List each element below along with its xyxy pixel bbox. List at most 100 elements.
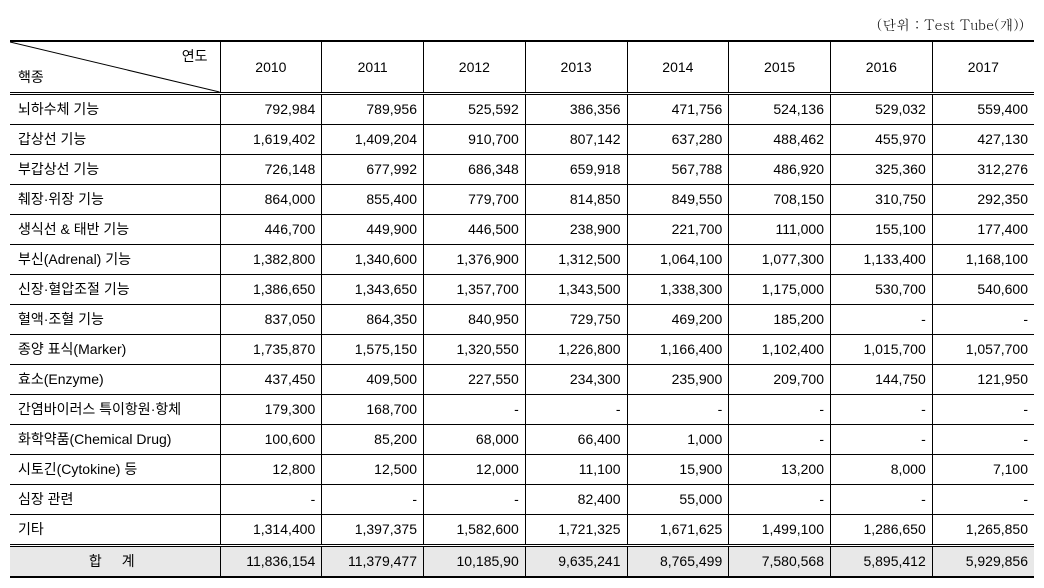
total-cell: 9,635,241 <box>525 546 627 578</box>
row-label: 갑상선 기능 <box>10 125 220 155</box>
cell-value: 1,575,150 <box>322 335 424 365</box>
table-row: 기타1,314,4001,397,3751,582,6001,721,3251,… <box>10 515 1034 546</box>
header-year-label: 연도 <box>182 46 208 67</box>
total-cell: 5,895,412 <box>831 546 933 578</box>
cell-value: 1,382,800 <box>220 245 322 275</box>
cell-value: - <box>220 485 322 515</box>
cell-value: 1,226,800 <box>525 335 627 365</box>
table-row: 화학약품(Chemical Drug)100,60085,20068,00066… <box>10 425 1034 455</box>
cell-value: 1,286,650 <box>831 515 933 546</box>
cell-value: 814,850 <box>525 185 627 215</box>
cell-value: 1,735,870 <box>220 335 322 365</box>
cell-value: 1,077,300 <box>729 245 831 275</box>
cell-value: 486,920 <box>729 155 831 185</box>
cell-value: 12,800 <box>220 455 322 485</box>
cell-value: - <box>831 485 933 515</box>
cell-value: - <box>831 425 933 455</box>
cell-value: 807,142 <box>525 125 627 155</box>
cell-value: 469,200 <box>627 305 729 335</box>
row-label: 췌장·위장 기능 <box>10 185 220 215</box>
cell-value: 529,032 <box>831 94 933 125</box>
total-cell: 5,929,856 <box>932 546 1034 578</box>
total-cell: 11,379,477 <box>322 546 424 578</box>
cell-value: 1,671,625 <box>627 515 729 546</box>
cell-value: 1,166,400 <box>627 335 729 365</box>
cell-value: 789,956 <box>322 94 424 125</box>
row-label: 혈액·조혈 기능 <box>10 305 220 335</box>
cell-value: 686,348 <box>424 155 526 185</box>
cell-value: 488,462 <box>729 125 831 155</box>
cell-value: 1,338,300 <box>627 275 729 305</box>
cell-value: 849,550 <box>627 185 729 215</box>
cell-value: 910,700 <box>424 125 526 155</box>
header-category-label: 핵종 <box>18 67 44 88</box>
cell-value: 708,150 <box>729 185 831 215</box>
cell-value: 779,700 <box>424 185 526 215</box>
cell-value: 1,265,850 <box>932 515 1034 546</box>
cell-value: - <box>729 425 831 455</box>
cell-value: - <box>831 305 933 335</box>
cell-value: 1,168,100 <box>932 245 1034 275</box>
cell-value: 677,992 <box>322 155 424 185</box>
cell-value: 1,619,402 <box>220 125 322 155</box>
row-label: 부신(Adrenal) 기능 <box>10 245 220 275</box>
cell-value: 1,102,400 <box>729 335 831 365</box>
cell-value: 168,700 <box>322 395 424 425</box>
cell-value: 13,200 <box>729 455 831 485</box>
cell-value: 1,064,100 <box>627 245 729 275</box>
table-row: 생식선 & 태반 기능446,700449,900446,500238,9002… <box>10 215 1034 245</box>
table-row: 심장 관련---82,40055,000--- <box>10 485 1034 515</box>
cell-value: 1,397,375 <box>322 515 424 546</box>
cell-value: 837,050 <box>220 305 322 335</box>
cell-value: 1,320,550 <box>424 335 526 365</box>
cell-value: 238,900 <box>525 215 627 245</box>
col-header-2015: 2015 <box>729 41 831 94</box>
cell-value: 659,918 <box>525 155 627 185</box>
table-row: 뇌하수체 기능792,984789,956525,592386,356471,7… <box>10 94 1034 125</box>
row-label: 종양 표식(Marker) <box>10 335 220 365</box>
cell-value: 1,357,700 <box>424 275 526 305</box>
row-label: 기타 <box>10 515 220 546</box>
cell-value: 637,280 <box>627 125 729 155</box>
cell-value: 864,350 <box>322 305 424 335</box>
cell-value: 729,750 <box>525 305 627 335</box>
cell-value: - <box>525 395 627 425</box>
cell-value: 1,343,500 <box>525 275 627 305</box>
row-label: 화학약품(Chemical Drug) <box>10 425 220 455</box>
cell-value: 1,376,900 <box>424 245 526 275</box>
table-row: 갑상선 기능1,619,4021,409,204910,700807,14263… <box>10 125 1034 155</box>
cell-value: 792,984 <box>220 94 322 125</box>
row-label: 효소(Enzyme) <box>10 365 220 395</box>
cell-value: - <box>932 395 1034 425</box>
cell-value: 455,970 <box>831 125 933 155</box>
cell-value: 840,950 <box>424 305 526 335</box>
cell-value: 82,400 <box>525 485 627 515</box>
table-header-row: 연도 핵종 2010 2011 2012 2013 2014 2015 2016… <box>10 41 1034 94</box>
cell-value: 12,000 <box>424 455 526 485</box>
cell-value: 85,200 <box>322 425 424 455</box>
cell-value: 177,400 <box>932 215 1034 245</box>
cell-value: 155,100 <box>831 215 933 245</box>
cell-value: 111,000 <box>729 215 831 245</box>
cell-value: 66,400 <box>525 425 627 455</box>
cell-value: 864,000 <box>220 185 322 215</box>
table-row: 부신(Adrenal) 기능1,382,8001,340,6001,376,90… <box>10 245 1034 275</box>
row-label: 뇌하수체 기능 <box>10 94 220 125</box>
col-header-2016: 2016 <box>831 41 933 94</box>
col-header-2017: 2017 <box>932 41 1034 94</box>
cell-value: - <box>322 485 424 515</box>
cell-value: 530,700 <box>831 275 933 305</box>
table-row: 부갑상선 기능726,148677,992686,348659,918567,7… <box>10 155 1034 185</box>
table-row: 간염바이러스 특이항원·항체179,300168,700------ <box>10 395 1034 425</box>
cell-value: 1,057,700 <box>932 335 1034 365</box>
cell-value: 310,750 <box>831 185 933 215</box>
data-table: 연도 핵종 2010 2011 2012 2013 2014 2015 2016… <box>10 40 1034 578</box>
row-label: 부갑상선 기능 <box>10 155 220 185</box>
cell-value: 15,900 <box>627 455 729 485</box>
row-label: 신장·혈압조절 기능 <box>10 275 220 305</box>
cell-value: 1,721,325 <box>525 515 627 546</box>
total-cell: 10,185,90 <box>424 546 526 578</box>
cell-value: - <box>932 305 1034 335</box>
cell-value: 1,000 <box>627 425 729 455</box>
table-body: 뇌하수체 기능792,984789,956525,592386,356471,7… <box>10 94 1034 578</box>
